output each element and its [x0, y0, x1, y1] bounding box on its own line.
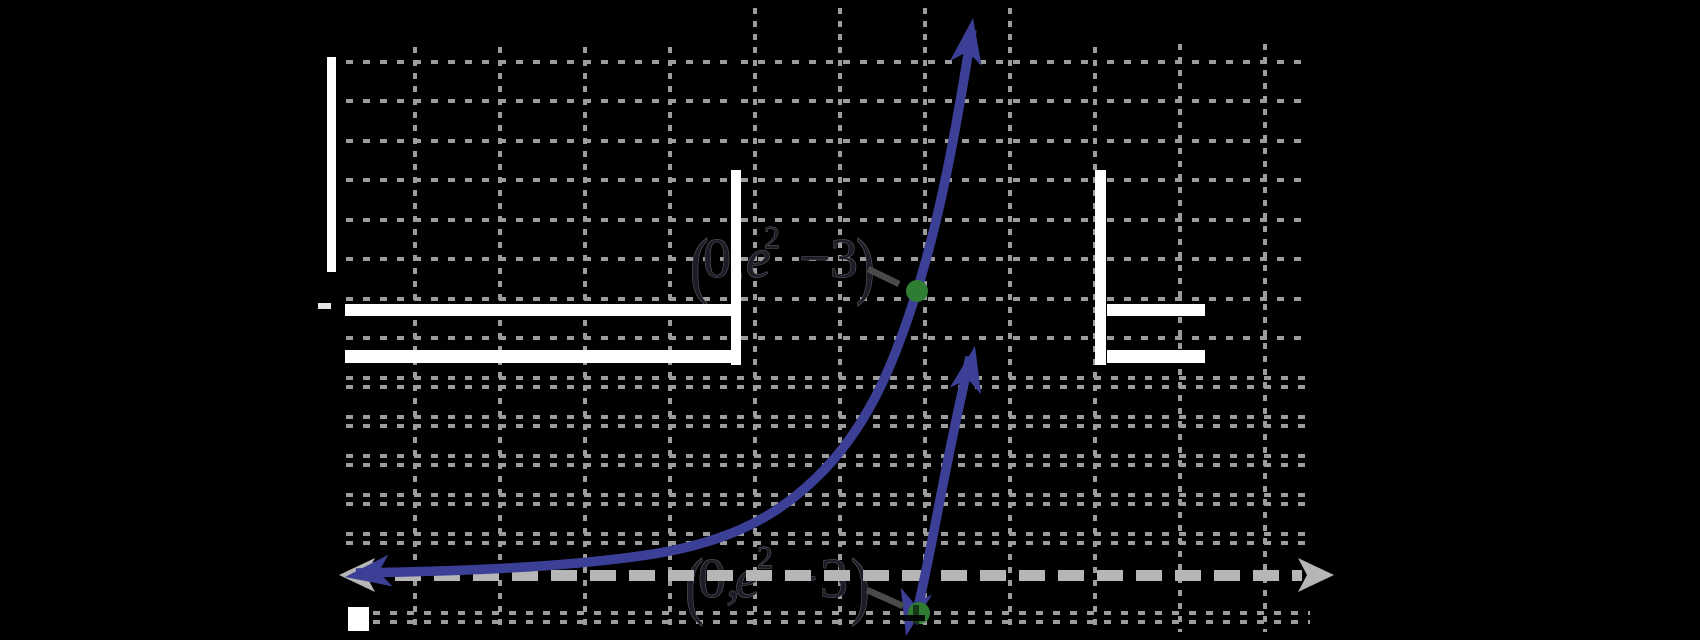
label-open-paren: ( [690, 226, 709, 307]
left-mask-tick [318, 303, 331, 309]
axis-right-arrow-icon [1298, 558, 1334, 592]
upper-exponential-curve [342, 15, 989, 593]
label-exponent: 2 [764, 219, 780, 255]
lower-intercept-point [903, 602, 930, 627]
center-left-mask-bar [731, 170, 741, 365]
label-value: 3 [830, 228, 858, 290]
upper-intercept-point [906, 280, 928, 302]
white-mask-strips [318, 57, 1205, 631]
label-exponent: 2 [757, 539, 773, 575]
center-right-mask-bar [1095, 170, 1106, 365]
label-minus: − [799, 228, 831, 290]
gridlines [346, 8, 1310, 632]
label-open-paren: ( [685, 546, 704, 627]
label-close-paren: ) [851, 546, 870, 627]
right-mask-strip-1 [1107, 304, 1205, 316]
label-close-paren: ) [856, 226, 875, 307]
lower-exponential-curve [890, 342, 991, 640]
upper-leader-line [866, 266, 901, 287]
lower-point-label: ( 0, e 2 − 3 ) [684, 539, 870, 628]
label-e: e [746, 228, 771, 290]
x-axis-dashed-line [339, 558, 1334, 592]
left-mask-strip-1 [345, 304, 741, 316]
left-mask-strip-2 [345, 350, 741, 363]
curve2-top-arrow-icon [949, 342, 991, 395]
right-mask-strip-2 [1107, 350, 1205, 363]
left-mask-bar [327, 57, 336, 272]
bottom-left-mask-patch [348, 607, 369, 631]
upper-point-label: ( 0, e 2 − 3 ) [689, 219, 875, 308]
lower-leader-line [865, 587, 905, 609]
